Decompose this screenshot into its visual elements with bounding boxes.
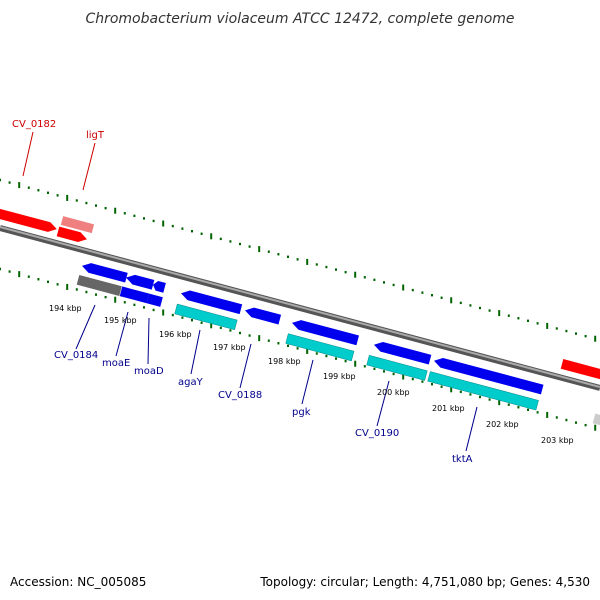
label-connector [115,311,129,357]
gene-label: CV_0184 [54,350,98,361]
feature-pgk-gene-shape [285,333,355,362]
feature-cv0184-gene [76,274,122,296]
feature-cv0184-gene-shape [76,274,122,296]
label-connector [465,406,478,452]
feature-cv0184-cds-shape [82,263,128,283]
ruler-label: 197 kbp [213,343,246,352]
feature-cv0188-cds [245,307,282,325]
feature-moad-cds-shape [153,280,166,293]
label-connector [190,329,201,375]
feature-tkta-gene [427,371,539,411]
ruler-label: 201 kbp [432,404,465,413]
feature-moae-cds-shape [126,274,155,290]
feature-right-cds-shape [560,359,600,381]
label-connector [239,343,252,389]
ruler-label: 196 kbp [159,330,192,339]
accession-text: Accession: NC_005085 [10,575,146,589]
feature-cv0190-cds-shape [374,341,432,365]
feature-cv0182 [0,207,57,232]
gene-label: ligT [86,130,105,141]
gene-label: moaD [134,366,164,377]
feature-moae-gene-shape [119,286,150,304]
feature-right-cds [560,359,600,381]
ruler-label: 200 kbp [377,388,410,397]
label-connector [147,317,150,365]
label-connectors [22,131,478,452]
feature-moae-cds [126,274,155,290]
ruler-labels: 194 kbp 195 kbp 196 kbp 197 kbp 198 kbp 199 k… [49,304,574,445]
ruler-label: 203 kbp [541,436,574,445]
feature-agay-cds-shape [181,290,243,315]
feature-track [0,207,600,427]
gene-label: CV_0190 [355,428,399,439]
gene-label: CV_0188 [218,390,262,401]
feature-ligt-gene [60,216,95,234]
ruler-label: 199 kbp [323,372,356,381]
feature-cv0190-gene-shape [366,354,428,381]
label-connector [22,131,34,177]
feature-moad-gene [146,293,163,307]
ruler-label: 195 kbp [104,316,137,325]
label-connector [82,142,96,191]
gene-labels: CV_0182 ligT CV_0184 moaE moaD agaY CV_0188pgk… [12,119,473,465]
label-connector [301,359,314,405]
feature-agay-cds [181,290,243,315]
feature-cv0190-gene [366,354,428,381]
ruler-label: 194 kbp [49,304,82,313]
feature-moad-gene-shape [146,293,163,307]
feature-agay-gene-shape [174,303,238,331]
feature-ligt [56,226,87,242]
gene-label: moaE [102,358,130,369]
feature-cv0182-shape [0,207,57,232]
feature-tkta-gene-shape [427,371,539,411]
genome-backbone-highlight [0,226,600,388]
feature-cv0188-cds-shape [245,307,282,325]
gene-label: agaY [178,377,204,388]
label-connector [376,380,390,427]
label-connector [75,304,96,350]
gene-label: CV_0182 [12,119,56,130]
ruler-label: 202 kbp [486,420,519,429]
feature-pgk-cds-shape [292,320,359,346]
feature-right-gene-shape [592,413,600,427]
feature-right-gene [592,413,600,427]
feature-tkta-cds [434,357,544,395]
feature-tkta-cds-shape [434,357,544,395]
gene-label: pgk [292,407,311,418]
gene-label: tktA [452,454,473,465]
feature-ligt-shape [56,226,87,242]
feature-moad-cds [153,280,166,293]
genome-summary-text: Topology: circular; Length: 4,751,080 bp… [259,575,590,589]
feature-cv0184-cds [82,263,128,283]
outer-tick-row [0,178,597,342]
feature-moae-gene [119,286,150,304]
map-title: Chromobacterium violaceum ATCC 12472, co… [85,11,514,27]
feature-pgk-gene [285,333,355,362]
feature-agay-gene [174,303,238,331]
ruler-label: 198 kbp [268,357,301,366]
feature-pgk-cds [292,320,359,346]
feature-cv0190-cds [374,341,432,365]
feature-ligt-gene-shape [60,216,95,234]
